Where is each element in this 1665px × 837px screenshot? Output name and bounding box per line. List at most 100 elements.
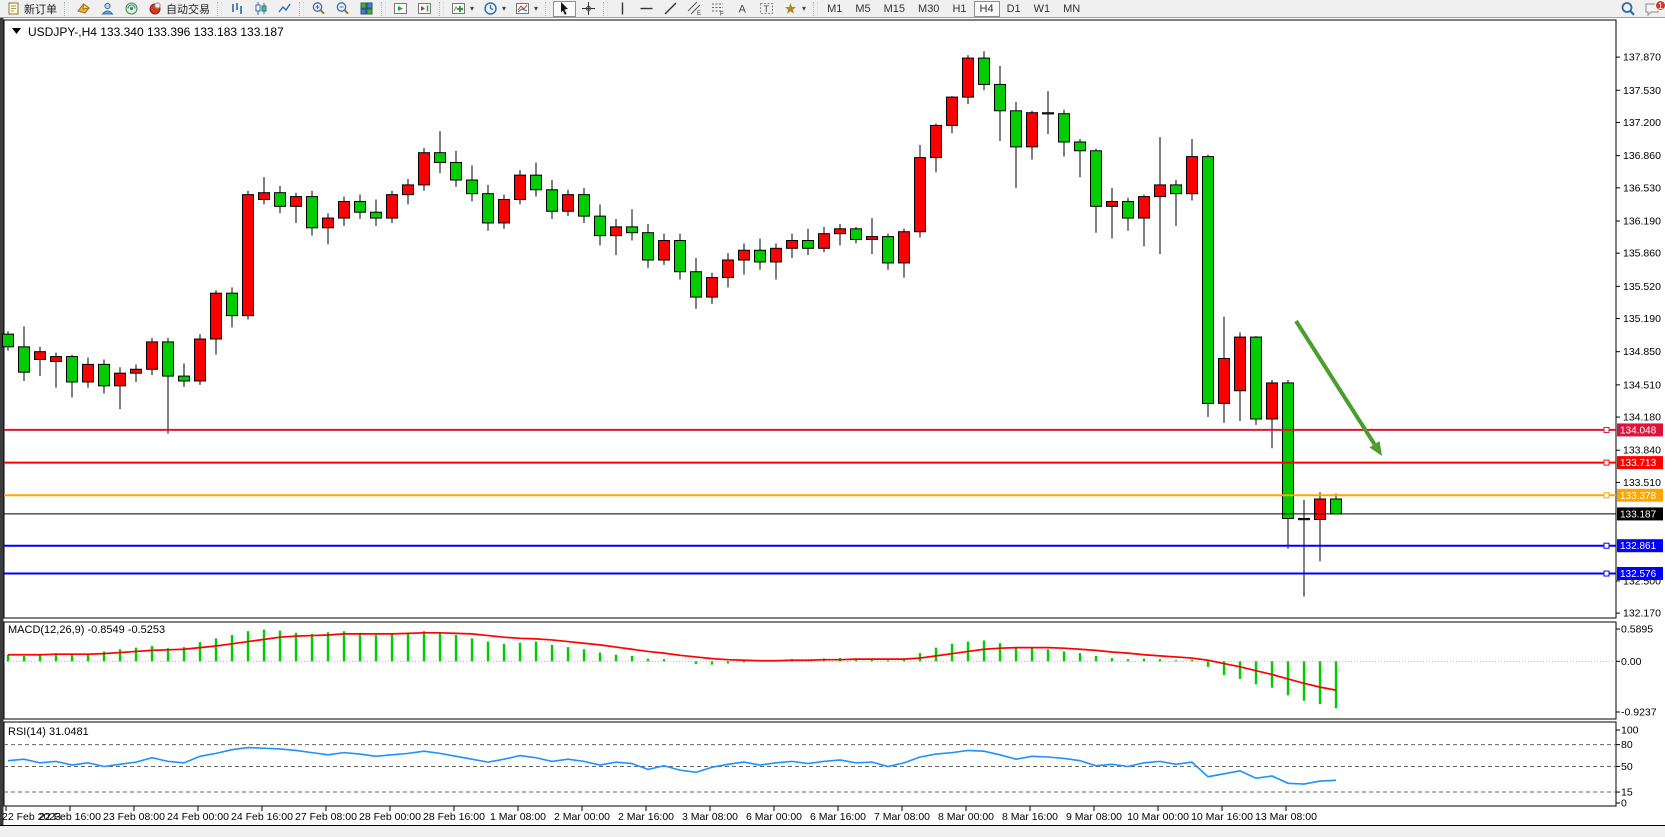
candle-body: [978, 57, 990, 85]
candle-body: [562, 194, 574, 212]
zoom-in-button[interactable]: [307, 1, 330, 17]
line-handle[interactable]: [1603, 570, 1610, 577]
price-tick-label: 134.510: [1623, 379, 1661, 391]
zoom-out-button[interactable]: [331, 1, 354, 17]
timeframe-m1-button[interactable]: M1: [821, 1, 848, 17]
candle-body: [2, 333, 14, 348]
price-chart[interactable]: USDJPY-,H4 133.340 133.396 133.183 133.1…: [0, 18, 1665, 837]
bar-chart-button[interactable]: [225, 1, 248, 17]
time-tick-label: 23 Feb 08:00: [103, 811, 165, 823]
candle-body: [578, 194, 590, 217]
candlestick-chart-button[interactable]: [249, 1, 272, 17]
price-badge: [1617, 539, 1663, 553]
search-icon: [1620, 1, 1635, 16]
svg-text:F: F: [720, 12, 724, 17]
zoom-in-icon: [311, 1, 326, 16]
timeframe-w1-button[interactable]: W1: [1028, 1, 1057, 17]
text-tool-button[interactable]: A: [731, 1, 754, 17]
line-handle[interactable]: [1603, 459, 1610, 466]
candle-body: [98, 363, 110, 387]
price-tick-label: 132.170: [1623, 608, 1661, 620]
equidistant-channel-tool-button[interactable]: E: [683, 1, 706, 17]
candle-body: [610, 226, 622, 237]
text-label-tool-button[interactable]: T: [755, 1, 778, 17]
periods-button[interactable]: ▾: [479, 1, 510, 17]
macd-axis-label: 0.5895: [1621, 624, 1653, 636]
notification-badge: 1: [1654, 0, 1665, 11]
trend-arrow-shaft[interactable]: [1294, 319, 1377, 446]
rsi-axis-label: 15: [1621, 787, 1633, 799]
line-handle[interactable]: [1603, 492, 1610, 499]
time-tick-label: 28 Feb 00:00: [359, 811, 421, 823]
time-tick-label: 28 Feb 16:00: [423, 811, 485, 823]
candle-body: [290, 196, 302, 207]
horizontal-line-tool-button[interactable]: [635, 1, 658, 17]
dropdown-arrow-icon: ▾: [470, 4, 475, 13]
candle-body: [834, 228, 846, 235]
chart-dropdown-arrow-icon[interactable]: [12, 28, 21, 34]
time-tick-label: 24 Feb 00:00: [167, 811, 229, 823]
line-handle[interactable]: [1603, 426, 1610, 433]
tile-windows-button[interactable]: [355, 1, 378, 17]
time-tick-label: 10 Mar 16:00: [1191, 811, 1253, 823]
trendline-tool-button[interactable]: [659, 1, 682, 17]
time-tick-label: 8 Mar 16:00: [1002, 811, 1058, 823]
crosshair-icon: [581, 1, 596, 16]
deposit-button[interactable]: [72, 1, 95, 17]
timeframe-m30-button[interactable]: M30: [912, 1, 945, 17]
candle-body: [1138, 196, 1150, 219]
candle-body: [594, 215, 606, 237]
timeframe-h1-button[interactable]: H1: [946, 1, 972, 17]
auto-scroll-button[interactable]: [389, 1, 412, 17]
deposit-icon: [76, 1, 91, 16]
chat-button[interactable]: 1: [1640, 0, 1665, 17]
chart-shift-button[interactable]: [413, 1, 436, 17]
fibonacci-tool-button[interactable]: F: [707, 1, 730, 17]
timeframe-m15-button[interactable]: M15: [878, 1, 911, 17]
timeframe-m5-button[interactable]: M5: [849, 1, 876, 17]
candle-body: [1250, 336, 1262, 420]
algo-trading-button[interactable]: 自动交易: [144, 1, 214, 17]
crosshair-tool-button[interactable]: [577, 1, 600, 17]
cursor-icon: [557, 1, 572, 16]
svg-text:T: T: [764, 4, 770, 14]
line-handle[interactable]: [1603, 542, 1610, 549]
search-button[interactable]: [1616, 1, 1639, 17]
trend-arrow-head[interactable]: [1369, 440, 1382, 456]
candle-body: [1234, 336, 1246, 392]
candle-body: [658, 240, 670, 261]
timeframe-group: M1 M5 M15 M30 H1 H4 D1 W1 MN: [821, 0, 1086, 17]
dropdown-arrow-icon: ▾: [534, 4, 539, 13]
timeframe-h4-button[interactable]: H4: [973, 0, 1000, 17]
timeframe-d1-button[interactable]: D1: [1001, 1, 1027, 17]
vertical-line-tool-button[interactable]: [611, 1, 634, 17]
candle-body: [242, 194, 254, 317]
indicators-button[interactable]: ▾: [447, 1, 478, 17]
price-badge-label: 134.048: [1620, 425, 1657, 436]
line-chart-button[interactable]: [273, 1, 296, 17]
candle-body: [1106, 200, 1118, 207]
rsi-axis-label: 100: [1621, 725, 1639, 737]
arrows-tool-button[interactable]: ▾: [779, 1, 810, 17]
time-tick-label: 13 Mar 08:00: [1255, 811, 1317, 823]
account-button[interactable]: [96, 1, 119, 17]
candle-body: [738, 249, 750, 261]
candle-body: [530, 174, 542, 191]
candle-body: [466, 179, 478, 195]
candle-body: [258, 192, 270, 201]
candlesticks: [2, 51, 1342, 597]
community-button[interactable]: [120, 1, 143, 17]
price-badge-label: 132.861: [1620, 541, 1657, 552]
candle-body: [50, 356, 62, 362]
toolbar-separator: [545, 1, 551, 16]
candle-body: [1090, 150, 1102, 207]
cursor-tool-button[interactable]: [553, 0, 577, 17]
fibonacci-icon: F: [711, 1, 726, 16]
timeframe-mn-button[interactable]: MN: [1057, 1, 1086, 17]
algo-trading-icon: [148, 1, 163, 16]
new-order-button[interactable]: 新订单: [2, 1, 61, 17]
candle-body: [1218, 358, 1230, 404]
templates-button[interactable]: ▾: [511, 1, 542, 17]
rsi-axis-label: 80: [1621, 739, 1633, 751]
price-badge: [1617, 456, 1663, 470]
